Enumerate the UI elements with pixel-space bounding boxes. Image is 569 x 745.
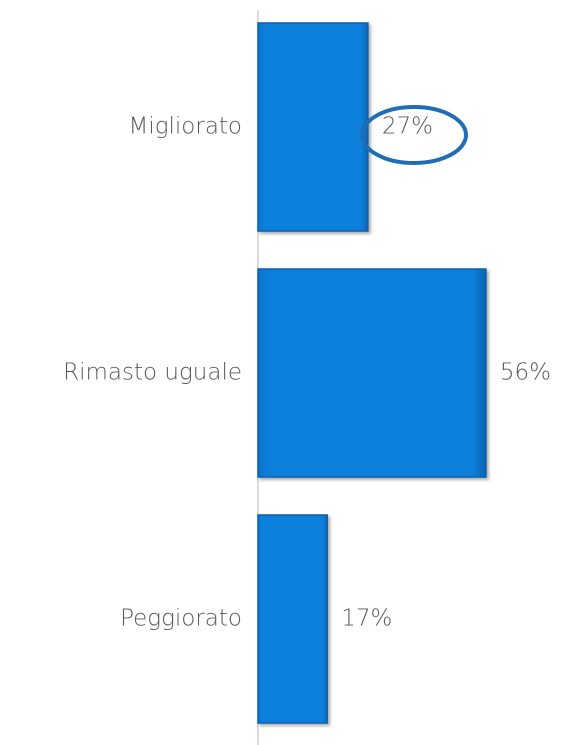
category-label: Peggiorato [120, 606, 242, 632]
category-label: Rimasto uguale [63, 360, 242, 386]
bar [257, 268, 487, 478]
highlight-circle [360, 105, 468, 165]
value-label: 56% [500, 360, 551, 386]
value-label: 17% [341, 606, 392, 632]
category-label: Migliorato [128, 114, 242, 140]
bar [257, 514, 328, 724]
value-label: 27% [382, 114, 433, 140]
bar [257, 22, 369, 232]
